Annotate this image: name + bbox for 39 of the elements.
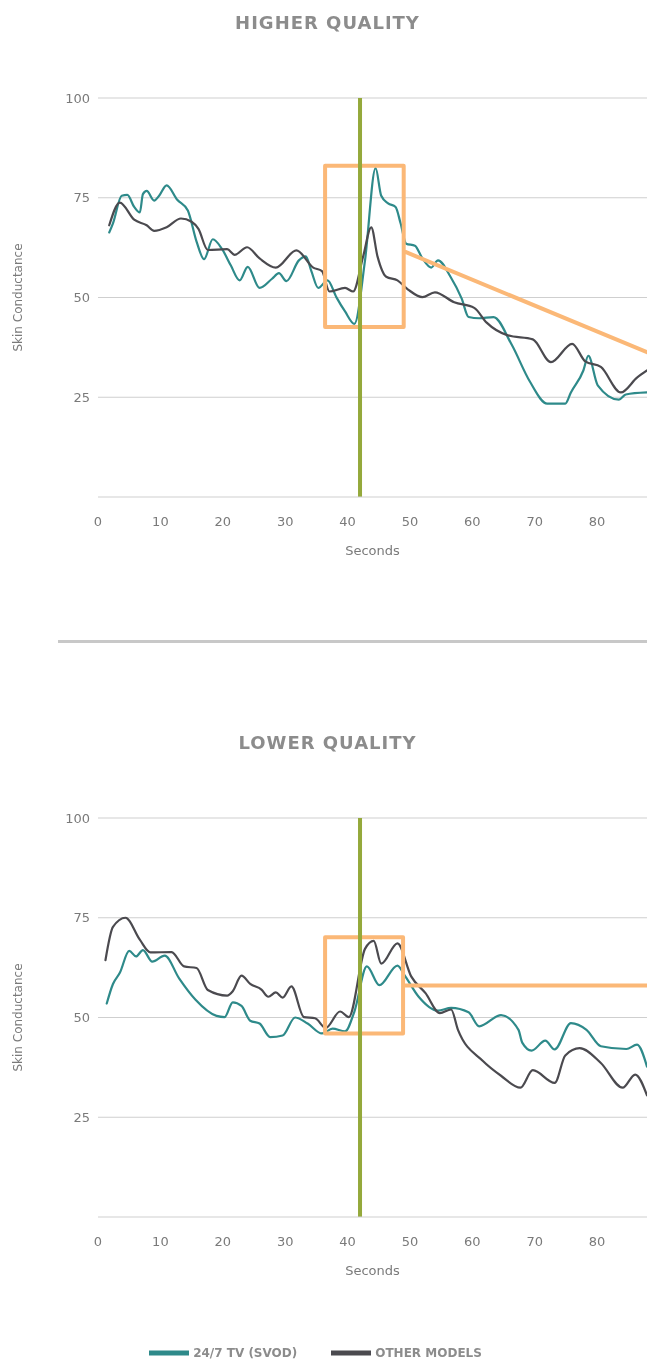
- x-tick-label: 80: [588, 1234, 606, 1250]
- x-tick-label: 40: [339, 1234, 356, 1250]
- x-tick-label: 0: [93, 1234, 103, 1250]
- x-tick-label: 70: [526, 1234, 543, 1250]
- x-tick-label: 50: [401, 514, 419, 530]
- y-axis-title: Skin Conductance: [11, 243, 26, 352]
- y-axis-title: Skin Conductance: [11, 963, 26, 1072]
- y-tick-label: 75: [73, 910, 90, 926]
- chart-title: LOWER QUALITY: [237, 731, 418, 755]
- x-tick-label: 60: [464, 1234, 481, 1250]
- y-tick-label: 100: [65, 90, 90, 106]
- line-series: [108, 201, 647, 394]
- line-series: [323, 163, 647, 355]
- x-axis-title: Seconds: [345, 1263, 401, 1278]
- legend-label: OTHER MODELS: [375, 1345, 482, 1360]
- y-tick-label: 50: [73, 1010, 90, 1026]
- x-tick-label: 0: [93, 514, 103, 530]
- x-tick-label: 60: [464, 514, 481, 530]
- x-tick-label: 20: [214, 514, 232, 530]
- x-tick-label: 40: [339, 514, 356, 530]
- line-series: [105, 948, 647, 1068]
- line-series: [108, 167, 647, 405]
- y-tick-label: 25: [73, 389, 90, 405]
- y-tick-label: 25: [73, 1109, 90, 1125]
- x-tick-label: 20: [214, 1234, 232, 1250]
- x-tick-label: 10: [152, 1234, 169, 1250]
- y-tick-label: 100: [65, 810, 90, 826]
- legend-label: 24/7 TV (SVOD): [193, 1345, 298, 1360]
- x-tick-label: 30: [276, 1234, 294, 1250]
- y-tick-label: 75: [73, 190, 90, 206]
- x-tick-label: 80: [588, 514, 606, 530]
- x-tick-label: 70: [526, 514, 543, 530]
- chart-title: HIGHER QUALITY: [234, 11, 421, 35]
- line-series: [104, 916, 647, 1097]
- y-tick-label: 50: [73, 290, 90, 306]
- x-tick-label: 10: [152, 514, 169, 530]
- x-tick-label: 50: [401, 1234, 419, 1250]
- x-axis-title: Seconds: [345, 543, 401, 558]
- x-tick-label: 30: [276, 514, 294, 530]
